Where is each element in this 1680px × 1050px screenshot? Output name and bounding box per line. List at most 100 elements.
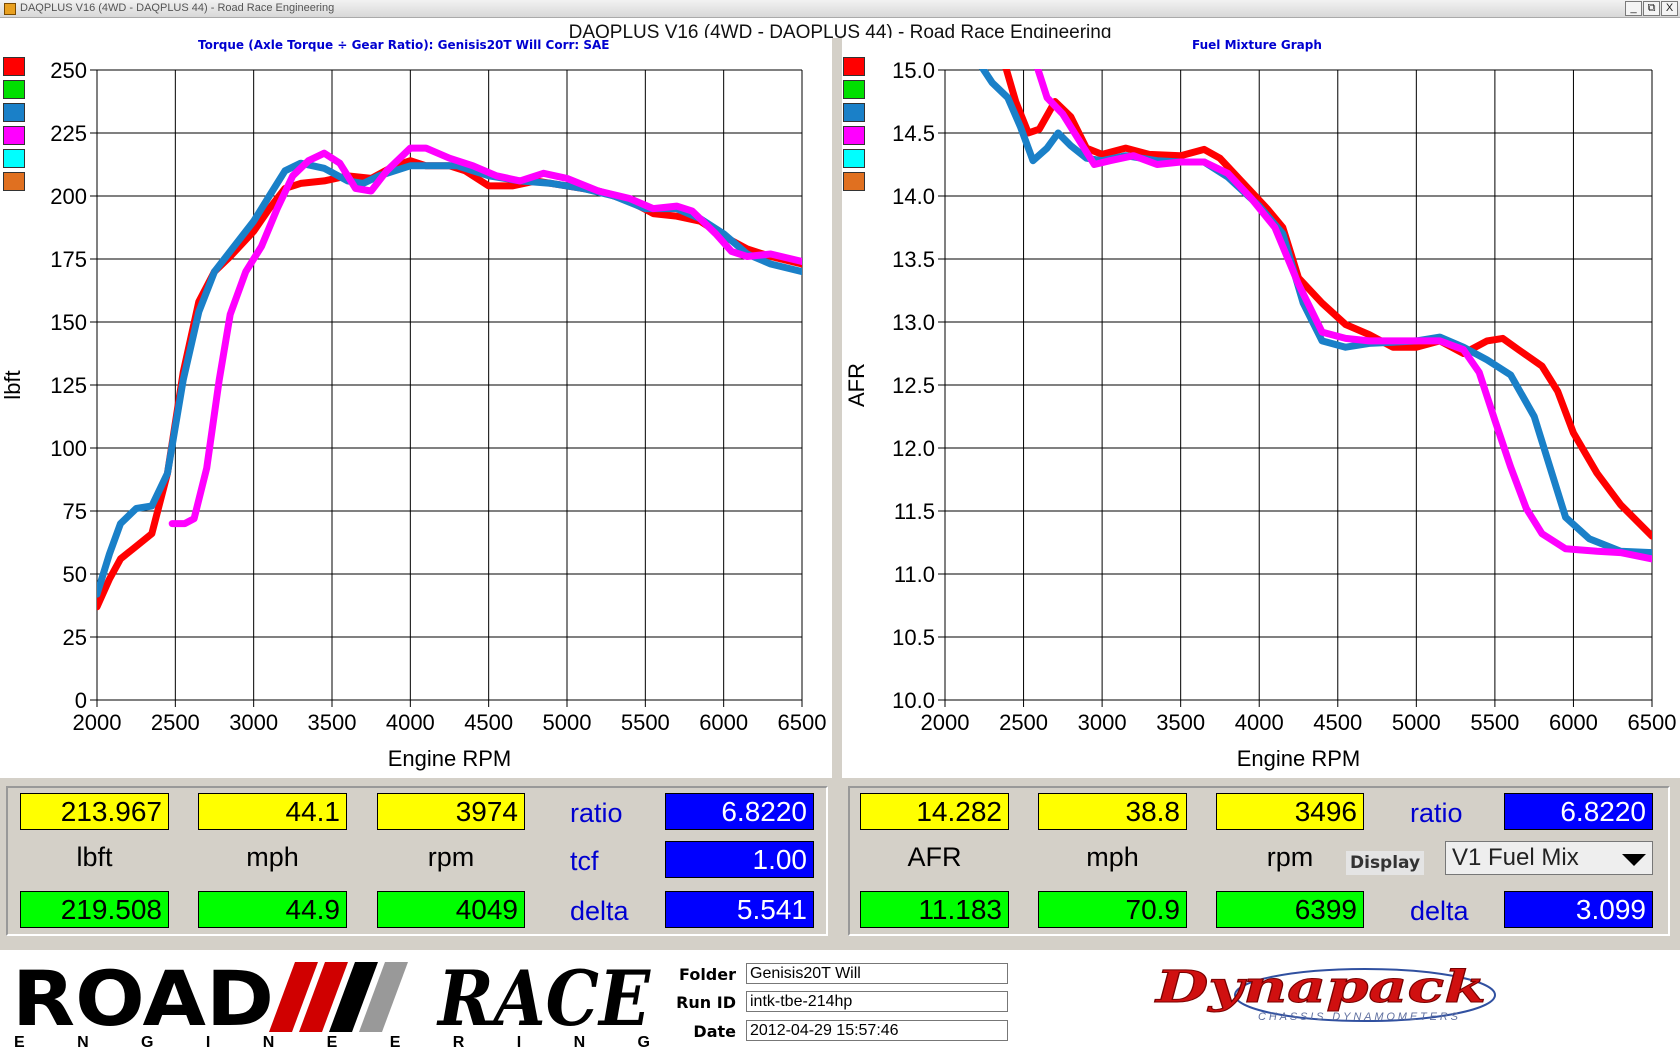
x-tick-label: 5000 [543,710,592,735]
torque-chart-panel: Torque (Axle Torque ÷ Gear Ratio): Genis… [0,38,832,778]
road-race-logo: ROAD RACE E N G I N E E R I N G [12,954,651,1050]
x-tick-label: 3500 [308,710,357,735]
cursor1-speed-field[interactable]: 44.1 [198,793,347,830]
cursor2-rpm-field[interactable]: 6399 [1216,891,1364,928]
rpm-unit-label: rpm [1266,842,1314,872]
y-tick-label: 12.0 [892,436,935,461]
y-tick-label: 15.0 [892,58,935,83]
rpm-unit-label: rpm [427,842,475,872]
x-tick-label: 5000 [1392,710,1441,735]
x-tick-label: 4000 [1235,710,1284,735]
dynapack-logo: Dynapack CHASSIS DYNAMOMETERS [1153,962,1496,1023]
x-tick-label: 2500 [151,710,200,735]
folder-field[interactable]: Genisis20T Will [746,963,1008,984]
y-tick-label: 150 [50,310,87,335]
display-mode-value: V1 Fuel Mix [1452,844,1579,871]
y-tick-label: 175 [50,247,87,272]
y-tick-label: 225 [50,121,87,146]
run3-color-swatch[interactable] [843,103,865,122]
run-id-label: Run ID [676,993,736,1012]
afr-readout-panel: 14.282 38.8 3496 AFR mph rpm 11.183 70.9… [842,780,1680,948]
y-tick-label: 10.5 [892,625,935,650]
cursor1-rpm-field[interactable]: 3974 [377,793,525,830]
cursor1-afr-field[interactable]: 14.282 [860,793,1009,830]
torque-chart[interactable]: 2000 2500 3000 3500 4000 4500 5000 5500 6000 6500… [0,38,832,778]
x-axis-label: Engine RPM [388,746,512,771]
cursor2-afr-field[interactable]: 11.183 [860,891,1009,928]
run5-color-swatch[interactable] [3,149,25,168]
y-tick-label: 14.5 [892,121,935,146]
tcf-value-field[interactable]: 1.00 [665,841,814,878]
y-tick-label: 50 [63,562,87,587]
x-tick-label: 3000 [229,710,278,735]
run4-color-swatch[interactable] [843,126,865,145]
cursor1-rpm-field[interactable]: 3496 [1216,793,1364,830]
display-button[interactable]: Display [1346,851,1425,875]
ratio-value-field[interactable]: 6.8220 [665,793,814,830]
cursor1-torque-field[interactable]: 213.967 [20,793,169,830]
run4-color-swatch[interactable] [3,126,25,145]
run2-color-swatch[interactable] [843,80,865,99]
logo-dynapack-text: Dynapack [1153,962,1486,1013]
tcf-label: tcf [570,846,599,876]
series-line-2 [978,69,1652,557]
x-tick-label: 3500 [1156,710,1205,735]
run5-color-swatch[interactable] [843,149,865,168]
y-tick-label: 200 [50,184,87,209]
y-axis-label: lbft [0,370,25,399]
delta-value-field[interactable]: 3.099 [1504,891,1653,928]
y-tick-label: 11.5 [894,499,935,524]
x-tick-label: 6000 [1549,710,1598,735]
cursor2-speed-field[interactable]: 70.9 [1038,891,1187,928]
chevron-down-icon[interactable] [1622,854,1646,866]
speed-unit-label: mph [246,842,299,872]
y-tick-label: 25 [63,625,87,650]
app-icon [4,3,16,15]
y-tick-label: 250 [50,58,87,83]
y-tick-label: 100 [50,436,87,461]
afr-chart-panel: Fuel Mixture Graph 2000 2500 3000 3500 4000 4… [842,38,1680,778]
display-mode-select[interactable]: V1 Fuel Mix [1445,841,1653,875]
x-tick-label: 4500 [1313,710,1362,735]
run1-color-swatch[interactable] [843,57,865,76]
afr-chart-subtitle: Fuel Mixture Graph [1192,38,1322,52]
app-heading: DAQPLUS V16 (4WD - DAQPLUS 44) - Road Ra… [0,18,1680,38]
series-line-3 [168,144,802,528]
window-title-bar[interactable]: DAQPLUS V16 (4WD - DAQPLUS 44) - Road Ra… [0,0,1680,18]
cursor2-torque-field[interactable]: 219.508 [20,891,169,928]
torque-readout-panel: 213.967 44.1 3974 lbft mph rpm 219.508 4… [0,780,834,948]
logo-swoosh [1234,968,1496,1022]
torque-unit-label: lbft [76,842,113,872]
minimize-button[interactable]: _ [1625,1,1642,16]
restore-button[interactable]: ⧉ [1643,1,1660,16]
run-id-field[interactable]: intk-tbe-214hp [746,991,1008,1012]
readout-frame [6,786,828,936]
x-tick-label: 6000 [699,710,748,735]
run1-color-swatch[interactable] [3,57,25,76]
run3-color-swatch[interactable] [3,103,25,122]
cursor2-rpm-field[interactable]: 4049 [377,891,525,928]
cursor1-speed-field[interactable]: 38.8 [1038,793,1187,830]
delta-value-field[interactable]: 5.541 [665,891,814,928]
cursor2-speed-field[interactable]: 44.9 [198,891,347,928]
x-axis-label: Engine RPM [1237,746,1361,771]
run6-color-swatch[interactable] [3,172,25,191]
y-axis-label: AFR [844,363,869,407]
afr-chart[interactable]: 2000 2500 3000 3500 4000 4500 5000 5500 6000 6500… [842,38,1680,778]
x-tick-label: 6500 [778,710,827,735]
date-field[interactable]: 2012-04-29 15:57:46 [746,1020,1008,1041]
close-button[interactable]: X [1661,1,1678,16]
folder-label: Folder [679,965,736,984]
ratio-value-field[interactable]: 6.8220 [1504,793,1653,830]
run6-color-swatch[interactable] [843,172,865,191]
ratio-label: ratio [570,798,623,828]
grid-lines [938,69,1653,707]
y-tick-label: 12.5 [892,373,935,398]
x-tick-label: 2500 [999,710,1048,735]
run2-color-swatch[interactable] [3,80,25,99]
y-tick-label: 10.0 [892,688,935,713]
y-tick-label: 11.0 [894,562,935,587]
y-tick-label: 14.0 [892,184,935,209]
speed-unit-label: mph [1086,842,1139,872]
x-tick-label: 2000 [73,710,122,735]
